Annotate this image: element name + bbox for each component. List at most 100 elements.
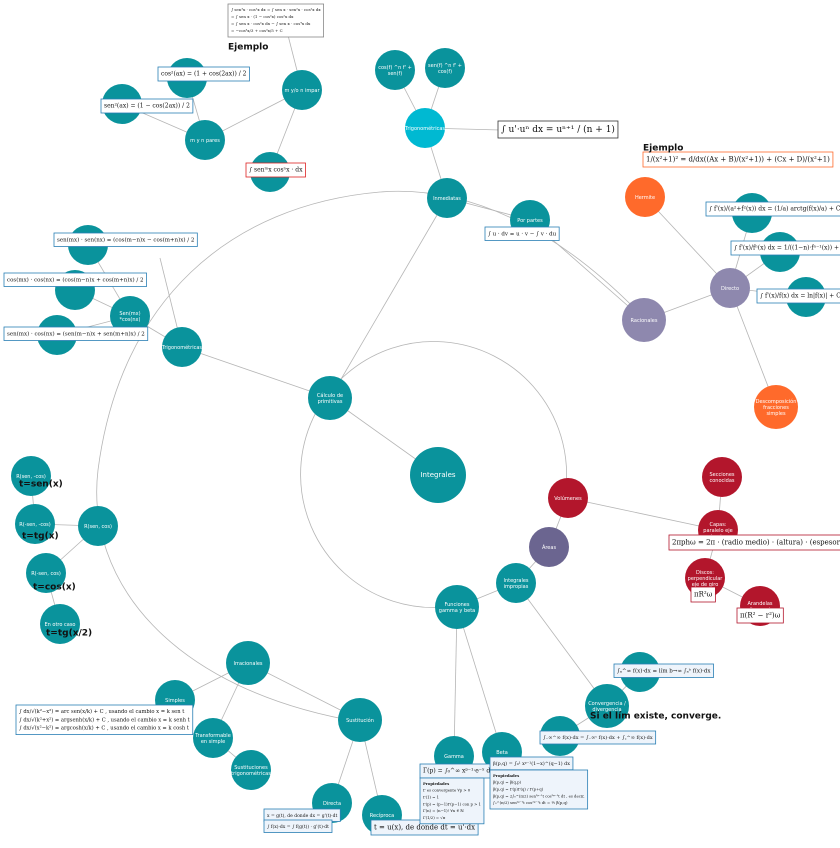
node <box>78 506 118 546</box>
formula: 2πphω = 2π · (radio medio) · (altura) · … <box>672 539 840 547</box>
formula: x = g(t), de donde dx = g'(t)·dt <box>267 812 337 819</box>
formula-box: ∫₋∞^∞ f(x)·dx = ∫₋∞ᶜ f(x)·dx + ∫꜀^∞ f(x)… <box>539 730 657 745</box>
node-label: Secciones conocidas <box>709 472 734 484</box>
box <box>489 769 589 810</box>
formula-box: ∫ f'(x)/(a²+f²(x)) dx = (1/a) arctg(f(x)… <box>705 201 840 217</box>
formula: cos²(ax) = (1 + cos(2ax)) / 2 <box>161 71 247 78</box>
formula-box: π(R² − r²)ω <box>736 607 784 624</box>
formula-box: πR²ω <box>690 586 716 603</box>
formula: πR²ω <box>694 591 713 599</box>
formula: 1/(x²+1)² = d/dx((Ax + B)/(x²+1)) + (Cx … <box>646 156 830 164</box>
substitution: t=sen(x) <box>19 480 63 490</box>
box <box>53 232 198 247</box>
formula-box: x = g(t), de donde dx = g'(t)·dt <box>263 808 341 822</box>
box <box>3 272 147 287</box>
note: Si el lím existe, converge. <box>590 712 721 722</box>
box <box>15 704 194 736</box>
node <box>427 178 467 218</box>
node-label: Directa <box>323 801 341 807</box>
node-label: m y n pares <box>190 138 220 144</box>
formula: ∫ f'(x)/(a²+f²(x)) dx = (1/a) arctg(f(x)… <box>709 206 840 213</box>
node <box>185 120 225 160</box>
node-label: Volúmenes <box>554 495 582 502</box>
node-label: Recíproca <box>370 812 394 819</box>
node-label: Simples <box>165 698 185 704</box>
box <box>157 66 250 82</box>
box <box>690 586 716 603</box>
formula-box: ∫ f(x)·dx = ∫ f(g(t)) · g'(t)·dt <box>263 819 333 833</box>
node <box>529 527 569 567</box>
formula: π(R² − r²)ω <box>740 612 781 620</box>
formula: ∫ dx/√(x²−k²) = argcosh(x/k) + C , usand… <box>19 725 190 732</box>
node-label: Cálculo de primitivas <box>317 392 343 405</box>
formula-box: ∫ₐ^∞ f(x)·dx = lím b→∞ ∫ₐᵇ f(x)·dx <box>613 663 714 678</box>
box <box>539 730 657 745</box>
box <box>227 3 324 38</box>
formula-box: 2πphω = 2π · (radio medio) · (altura) · … <box>668 534 840 551</box>
formula: ∫ dx/√(k²−x²) = arc sen(x/k) + C , usand… <box>19 708 185 715</box>
formula: ∫ u'·uⁿ dx = uⁿ⁺¹ / (n + 1) <box>501 124 615 135</box>
formula-box: cos(mx) · cos(nx) = (cos(m−n)x + cos(m+n… <box>3 272 147 287</box>
substitution: t=cos(x) <box>33 583 76 593</box>
node-label: Trigonométricas <box>404 125 445 132</box>
box <box>756 288 840 304</box>
node-label: R(sen, cos) <box>84 524 112 530</box>
note: Ejemplo <box>643 144 683 154</box>
node-label: sen(f) ^n f' + cos(f) <box>428 63 462 75</box>
node-label: Transformable en simple <box>194 733 231 745</box>
formula-box: 1/(x²+1)² = d/dx((Ax + B)/(x²+1)) + (Cx … <box>642 151 834 168</box>
edge <box>181 346 331 399</box>
formula: = ∫ sen x · (1 − cos²x) cos²x dx <box>231 14 294 19</box>
formula: Propiedades <box>423 781 449 786</box>
box <box>484 226 560 241</box>
formula-box: ∫ f'(x)/fⁿ(x) dx = 1/((1−n)·fⁿ⁻¹(x)) + C <box>730 240 840 256</box>
edge <box>453 606 458 757</box>
node-label: Sustituciones trigonométricas <box>231 765 271 777</box>
node <box>15 504 55 544</box>
node <box>338 698 382 742</box>
arc <box>96 190 645 723</box>
box <box>642 151 834 168</box>
formula-box: Γ(p) = ∫₀^∞ xᵖ⁻¹·e⁻ˣ dx <box>419 763 498 779</box>
node <box>435 585 479 629</box>
box <box>613 663 714 678</box>
node <box>625 177 665 217</box>
formula-box: cos²(ax) = (1 + cos(2ax)) / 2 <box>157 66 250 82</box>
note: Ejemplo <box>228 43 268 53</box>
node <box>193 718 233 758</box>
box <box>705 201 840 217</box>
formula-box: ∫ senᵐx cosⁿx · dx <box>245 162 306 178</box>
node <box>622 298 666 342</box>
node <box>548 478 588 518</box>
edge <box>567 497 719 531</box>
node <box>26 553 66 593</box>
formula: Γ es convergente ∀p > 0 <box>423 788 471 793</box>
formula: ∫ sen³x · cos²x dx = ∫ sen x · sen²x · c… <box>231 7 321 12</box>
formula-box: sen(mx) · cos(nx) = (sen(m−n)x + sen(m+n… <box>3 326 149 341</box>
node <box>282 70 322 110</box>
box <box>736 607 784 624</box>
node-label: Descomposición fracciones simples <box>756 398 797 417</box>
formula: β(p,q) = β(q,p) <box>493 780 522 785</box>
formula: ∫ u · dv = u · v − ∫ v · du <box>488 230 557 237</box>
formula: ∫ f(x)·dx = ∫ f(g(t)) · g'(t)·dt <box>267 823 329 830</box>
node-label: Irracionales <box>233 661 262 667</box>
edge <box>644 196 731 289</box>
node <box>40 604 80 644</box>
node-label: Por partes <box>517 218 543 224</box>
substitution: t=tg(x/2) <box>46 629 92 639</box>
edge <box>329 197 448 399</box>
node-label: Gamma <box>444 754 464 760</box>
node <box>585 684 629 728</box>
substitution: t=tg(x) <box>22 532 59 542</box>
node-label: Sustitución <box>346 717 374 724</box>
formula-box: Propiedades β(p,q) = β(q,p) β(p,q) = Γ(p)Γ… <box>489 769 589 810</box>
box <box>730 240 840 256</box>
node <box>226 641 270 685</box>
formula-box: sen(mx) · sen(nx) = (cos(m−n)x − cos(m+n… <box>53 232 198 247</box>
formula-box: ∫ u · dv = u · v − ∫ v · du <box>484 226 560 241</box>
formula: ∫₋∞^∞ f(x)·dx = ∫₋∞ᶜ f(x)·dx + ∫꜀^∞ f(x)… <box>543 734 653 741</box>
node <box>702 457 742 497</box>
box <box>263 819 333 833</box>
node-label: Áreas <box>542 544 557 551</box>
